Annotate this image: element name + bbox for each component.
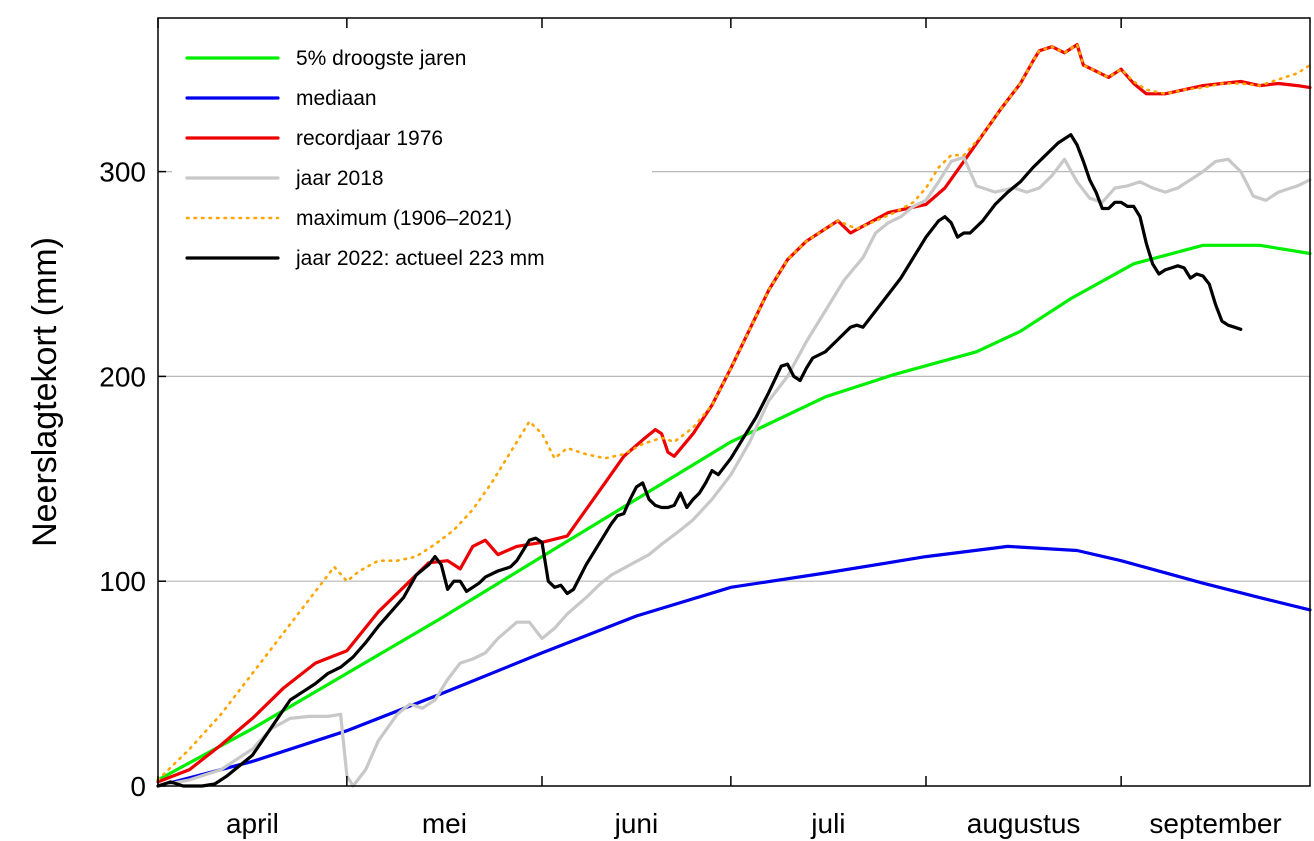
legend-label-5: jaar 2022: actueel 223 mm bbox=[295, 247, 545, 270]
legend-label-0: 5% droogste jaren bbox=[296, 47, 466, 70]
y-tick-labels: 0 100 200 300 bbox=[99, 157, 146, 802]
plot-frame bbox=[157, 17, 1311, 787]
y-tick-label-100: 100 bbox=[99, 566, 146, 597]
series-line-0 bbox=[156, 243, 1312, 782]
x-tick-label-april: april bbox=[226, 808, 279, 839]
series-line-1 bbox=[156, 544, 1312, 788]
y-tick-label-300: 300 bbox=[99, 157, 146, 188]
y-axis-label: Neerslagtekort (mm) bbox=[26, 237, 64, 547]
y-tick-label-0: 0 bbox=[130, 771, 146, 802]
x-tick-labels: april mei juni juli augustus september bbox=[226, 808, 1282, 839]
legend-label-4: maximum (1906–2021) bbox=[296, 207, 512, 230]
legend: 5% droogste jaren mediaan recordjaar 1976 j… bbox=[172, 30, 652, 282]
x-tick-label-juni: juni bbox=[614, 808, 659, 839]
x-tick-label-mei: mei bbox=[422, 808, 467, 839]
legend-label-1: mediaan bbox=[296, 87, 377, 110]
legend-background bbox=[172, 30, 652, 282]
series-lines bbox=[156, 43, 1312, 788]
axis-ticks bbox=[157, 18, 1122, 787]
y-tick-label-200: 200 bbox=[99, 361, 146, 392]
x-tick-label-september: september bbox=[1149, 808, 1281, 839]
legend-label-2: recordjaar 1976 bbox=[296, 127, 443, 150]
legend-label-3: jaar 2018 bbox=[295, 167, 384, 190]
x-tick-label-juli: juli bbox=[810, 808, 845, 839]
series-line-5 bbox=[156, 133, 1243, 788]
series-line-4 bbox=[156, 43, 1312, 782]
x-tick-label-augustus: augustus bbox=[967, 808, 1081, 839]
series-line-3 bbox=[156, 155, 1312, 788]
